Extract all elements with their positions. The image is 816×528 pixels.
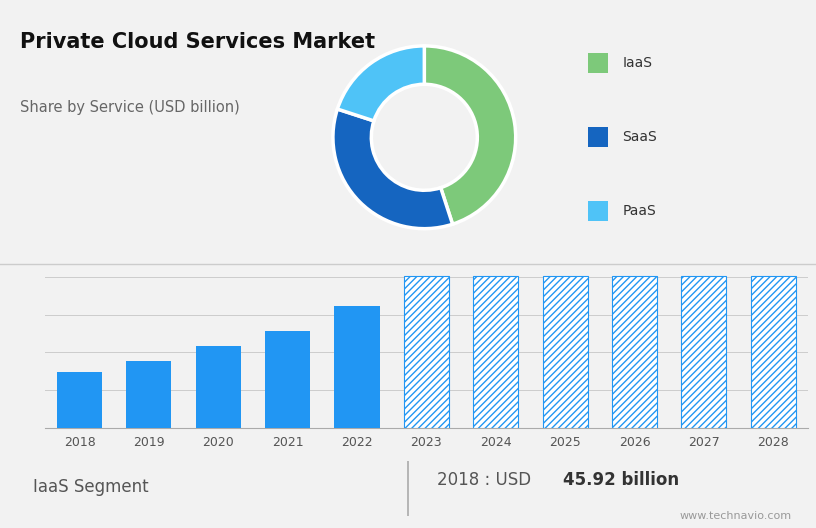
Bar — [126, 361, 171, 428]
Text: Share by Service (USD billion): Share by Service (USD billion) — [20, 100, 240, 115]
Bar — [681, 276, 726, 428]
Wedge shape — [337, 46, 424, 121]
Text: IaaS: IaaS — [623, 56, 653, 70]
Bar — [404, 276, 449, 428]
Bar — [265, 331, 310, 428]
Bar — [612, 276, 657, 428]
Wedge shape — [424, 46, 516, 224]
Wedge shape — [333, 109, 453, 229]
Text: SaaS: SaaS — [623, 130, 658, 144]
Bar — [543, 276, 588, 428]
Text: PaaS: PaaS — [623, 204, 656, 218]
Text: Private Cloud Services Market: Private Cloud Services Market — [20, 32, 375, 52]
Bar — [751, 276, 796, 428]
Bar — [335, 306, 379, 428]
Bar — [473, 276, 518, 428]
Text: IaaS Segment: IaaS Segment — [33, 478, 149, 496]
Bar — [196, 346, 241, 428]
Text: 45.92 billion: 45.92 billion — [563, 472, 679, 489]
Bar — [57, 372, 102, 428]
Text: www.technavio.com: www.technavio.com — [680, 511, 792, 521]
Text: 2018 : USD: 2018 : USD — [437, 472, 536, 489]
